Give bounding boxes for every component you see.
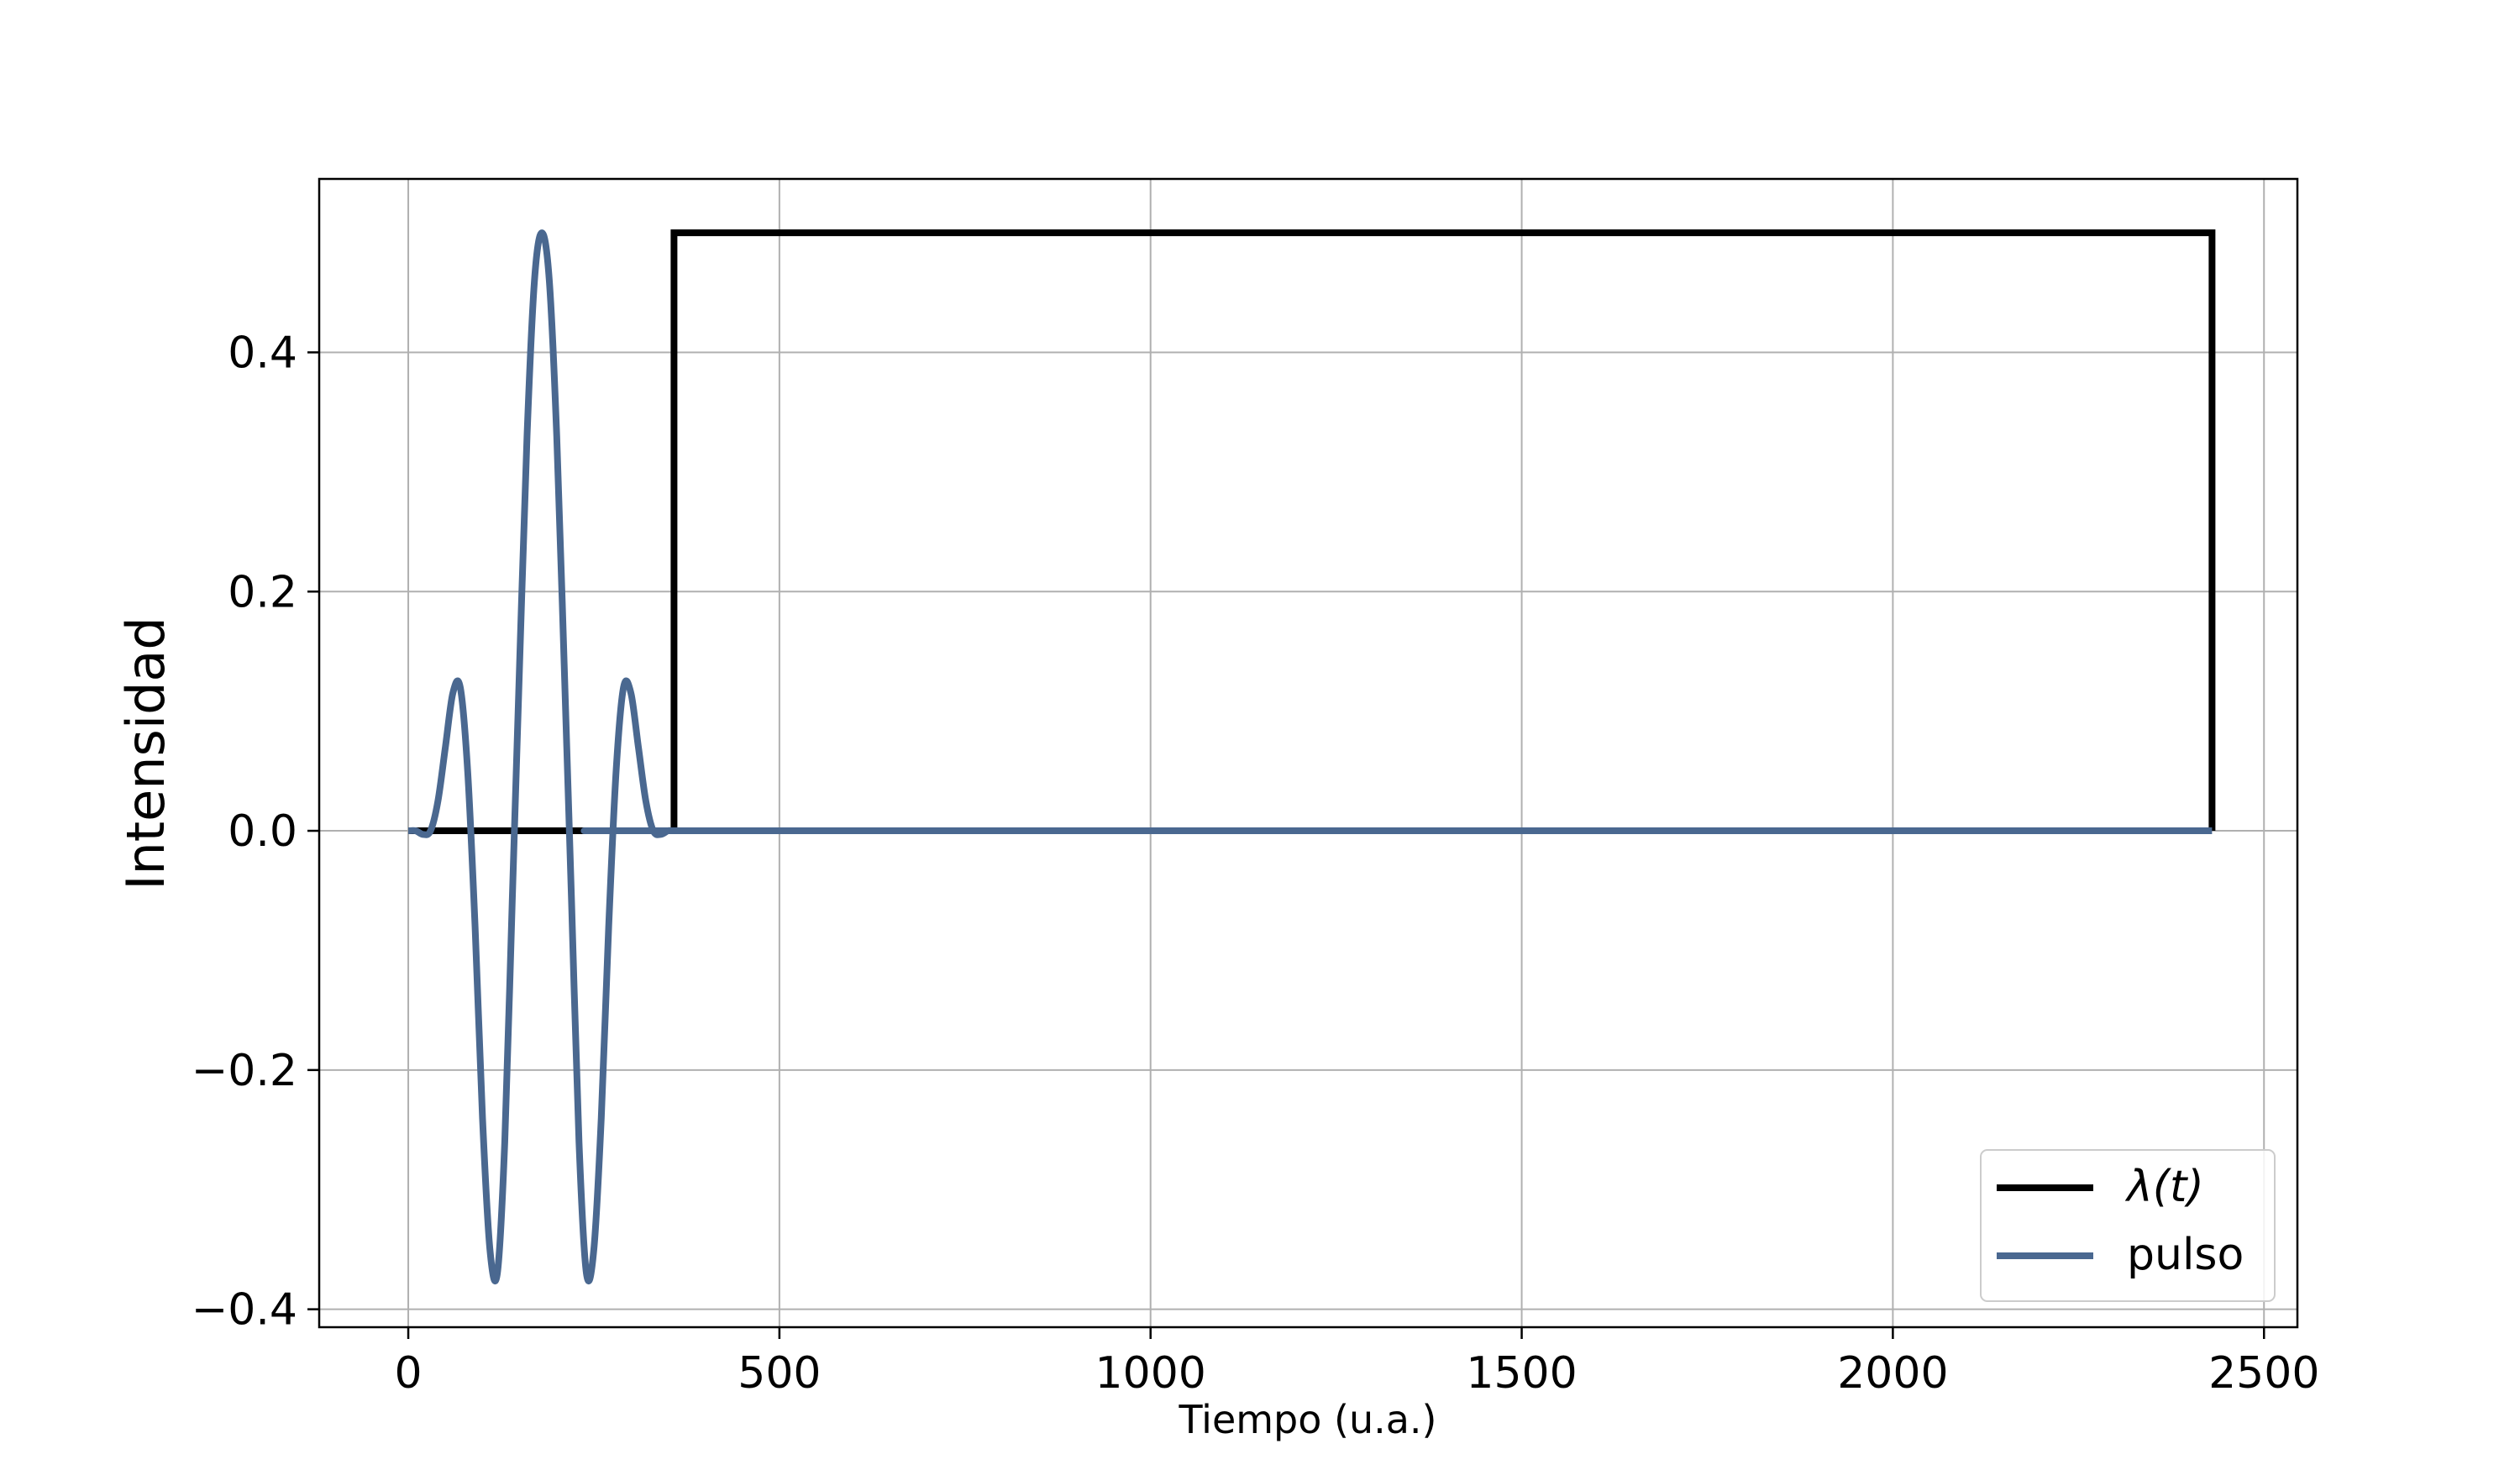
legend-label-pulso: pulso bbox=[2127, 1230, 2244, 1280]
legend-label-lambda: λ(t) bbox=[2124, 1162, 2204, 1212]
y-tick-label: 0.0 bbox=[228, 806, 297, 857]
plot-lines bbox=[407, 229, 2216, 1284]
x-axis-label: Tiempo (u.a.) bbox=[1178, 1397, 1436, 1442]
x-tick-label: 0 bbox=[394, 1348, 422, 1399]
x-tick-label: 1000 bbox=[1095, 1348, 1206, 1399]
x-tick-label: 1500 bbox=[1466, 1348, 1577, 1399]
x-tick-label: 2500 bbox=[2208, 1348, 2319, 1399]
series-line-pulso bbox=[407, 229, 2213, 1284]
y-tick-label: −0.2 bbox=[192, 1046, 297, 1096]
legend: λ(t) pulso bbox=[1980, 1149, 2276, 1302]
y-tick-label: 0.2 bbox=[228, 567, 297, 617]
axes-frame bbox=[318, 177, 2299, 1329]
x-axis-ticks: 0 500 1000 1500 2000 2500 bbox=[394, 1327, 2319, 1399]
y-axis-ticks: −0.4 −0.2 0.0 0.2 0.4 bbox=[192, 328, 319, 1336]
y-tick-label: 0.4 bbox=[228, 328, 297, 378]
x-tick-label: 500 bbox=[738, 1348, 821, 1399]
y-axis-label: Intensidad bbox=[115, 617, 176, 890]
x-tick-label: 2000 bbox=[1837, 1348, 1948, 1399]
y-tick-label: −0.4 bbox=[192, 1285, 297, 1336]
